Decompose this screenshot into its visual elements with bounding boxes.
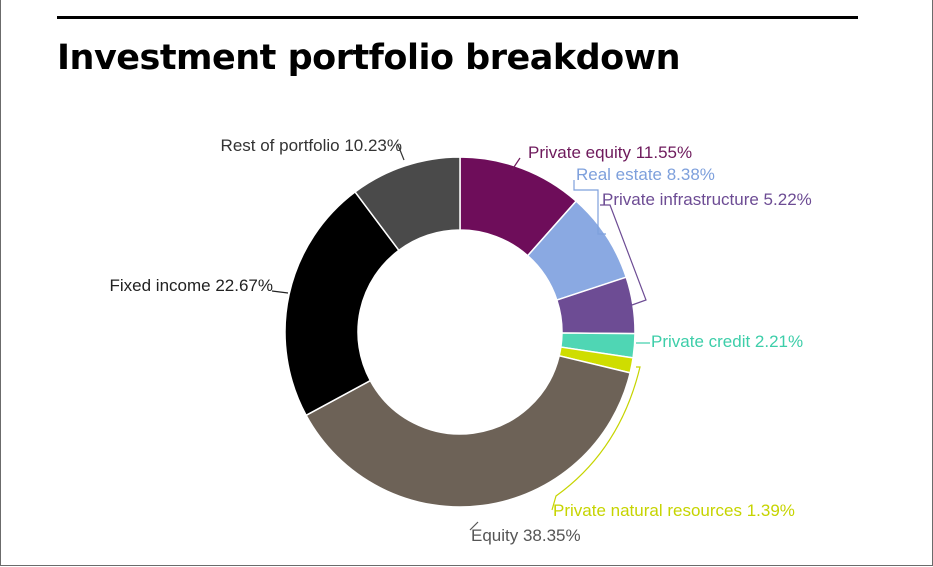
slice-equity[interactable] (305, 354, 632, 508)
leader-fixed-income (271, 290, 289, 294)
slice-rest-of-portfolio[interactable] (354, 156, 461, 252)
slice-fixed-income[interactable] (284, 190, 400, 417)
label-fixed-income: Fixed income 22.67% (110, 276, 273, 295)
label-rest-of-portfolio: Rest of portfolio 10.23% (221, 136, 402, 155)
label-equity: Equity 38.35% (471, 526, 581, 545)
label-private-equity: Private equity 11.55% (528, 143, 692, 162)
leader-real-estate (573, 180, 606, 235)
top-rule (57, 16, 858, 19)
leader-private-equity (511, 157, 521, 171)
label-private-natural-resources: Private natural resources 1.39% (553, 501, 795, 520)
leader-rest-of-portfolio (397, 144, 405, 161)
label-real-estate: Real estate 8.38% (576, 165, 715, 184)
label-private-infrastructure: Private infrastructure 5.22% (602, 190, 812, 209)
chart-title: Investment portfolio breakdown (57, 38, 680, 78)
leader-private-natural-resources (551, 366, 641, 511)
leader-private-infrastructure (600, 204, 647, 306)
label-private-credit: Private credit 2.21% (651, 332, 803, 351)
leader-equity (469, 521, 479, 531)
